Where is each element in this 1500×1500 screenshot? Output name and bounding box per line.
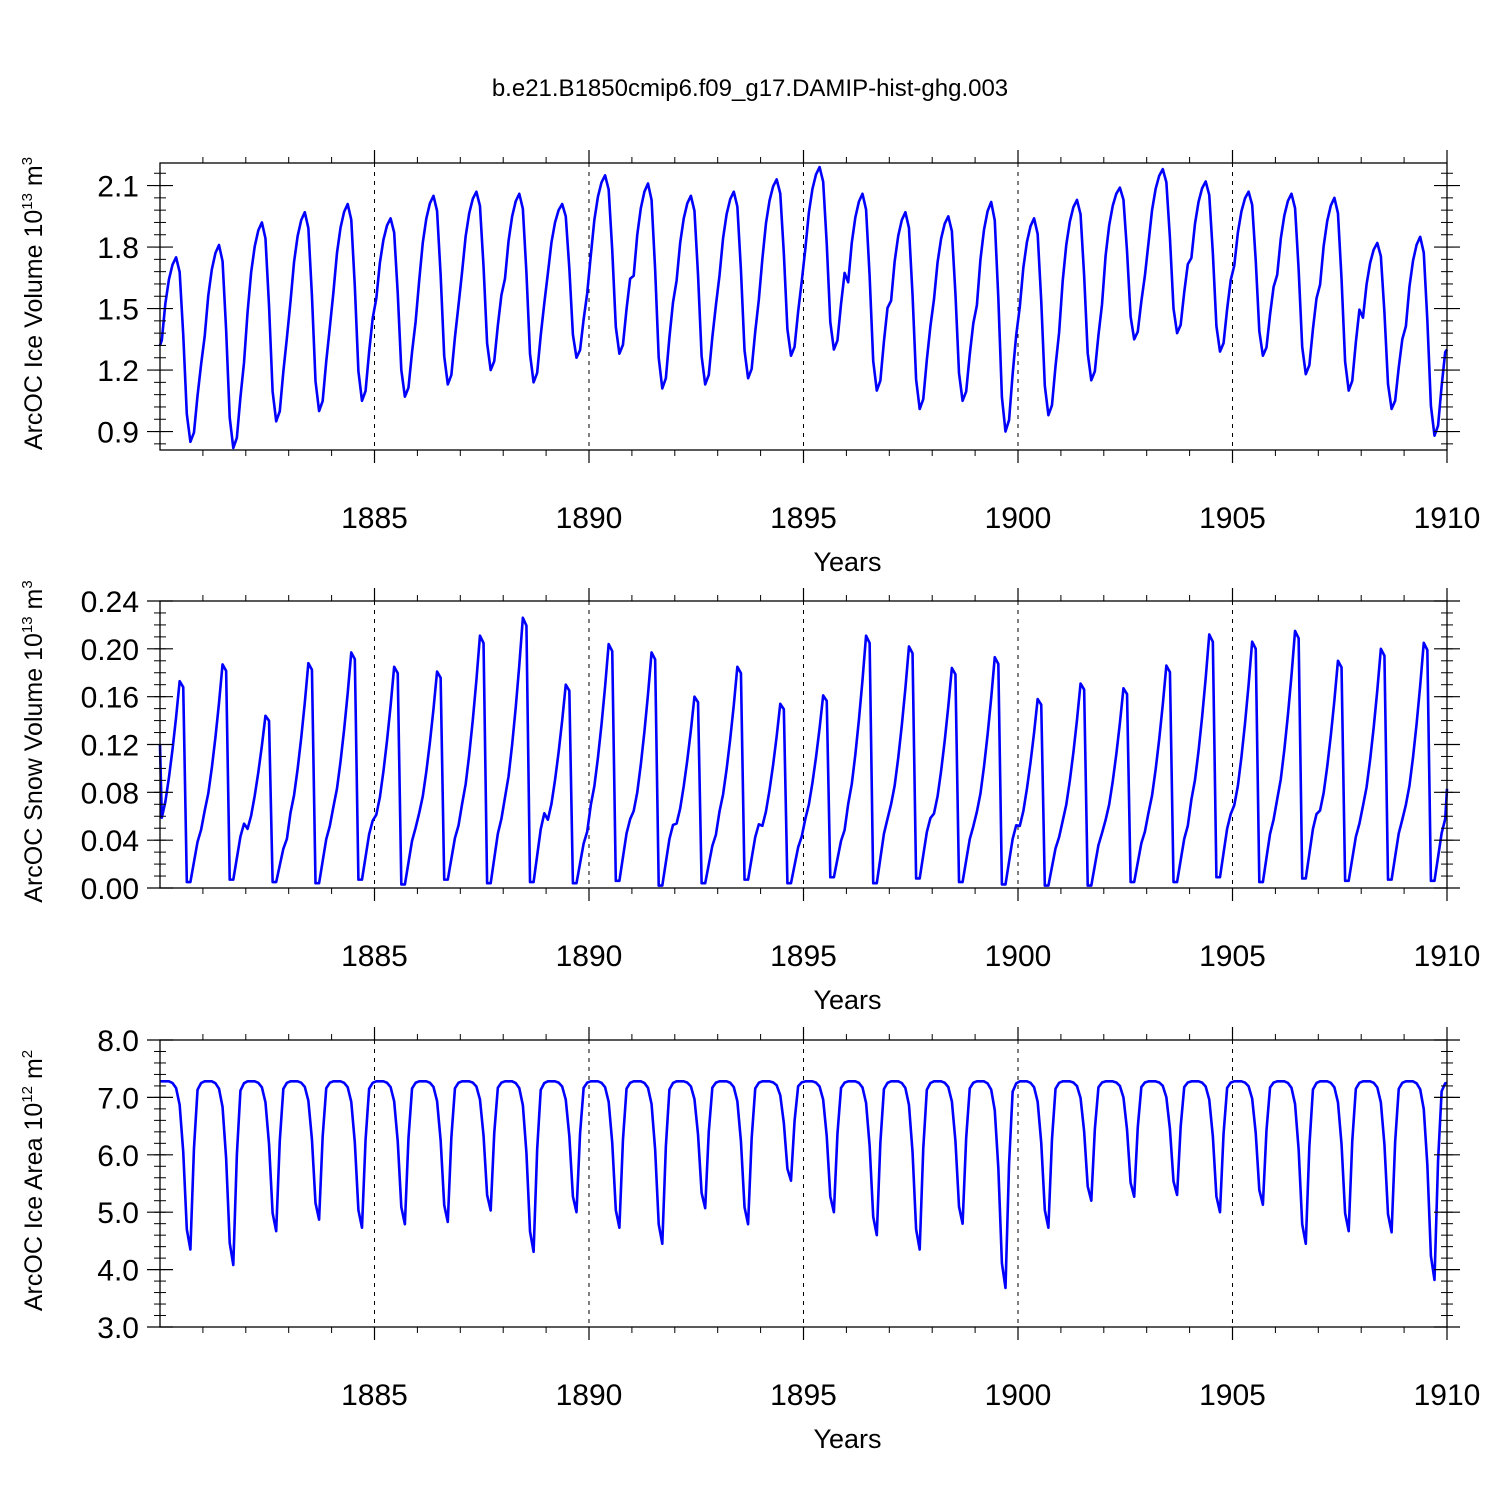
x-axis-label: Years (813, 547, 881, 577)
x-tick-label: 1905 (1199, 940, 1266, 973)
x-tick-label: 1890 (556, 940, 623, 973)
y-axis-label: ArcOC Snow Volume 1013 m3 (19, 580, 48, 902)
y-tick-label: 8.0 (97, 1025, 139, 1058)
x-tick-label: 1885 (341, 502, 408, 535)
x-tick-label: 1900 (985, 502, 1052, 535)
x-tick-label: 1890 (556, 502, 623, 535)
x-tick-label: 1910 (1414, 1379, 1481, 1412)
chart-title: b.e21.B1850cmip6.f09_g17.DAMIP-hist-ghg.… (492, 75, 1008, 102)
x-tick-label: 1885 (341, 940, 408, 973)
x-tick-label: 1885 (341, 1379, 408, 1412)
x-axis-label: Years (813, 1424, 881, 1454)
y-tick-label: 0.08 (81, 777, 139, 810)
x-tick-label: 1895 (770, 940, 837, 973)
x-tick-label: 1910 (1414, 940, 1481, 973)
y-tick-label: 2.1 (97, 171, 139, 204)
y-tick-label: 1.5 (97, 294, 139, 327)
series-line (160, 1080, 1448, 1290)
x-tick-label: 1905 (1199, 1379, 1266, 1412)
y-tick-label: 0.00 (81, 873, 139, 906)
y-tick-label: 0.20 (81, 634, 139, 667)
y-tick-label: 0.12 (81, 730, 139, 763)
x-tick-label: 1895 (770, 502, 837, 535)
panel-ice-area: 1885 1890 1895 1900 1905 1910 Years 3.0 4.0 5.0 6.… (19, 1025, 1480, 1454)
y-tick-label: 4.0 (97, 1255, 139, 1288)
y-axis-label: ArcOC Ice Area 1012 m2 (19, 1050, 48, 1311)
chart-panels: 1885 1890 1895 1900 1905 1910 Years 0.9 1.2 1.5 1.… (19, 150, 1480, 1454)
series-line (158, 616, 1449, 887)
y-tick-label: 0.24 (81, 586, 139, 619)
y-tick-label: 6.0 (97, 1140, 139, 1173)
panel-ice-volume: 1885 1890 1895 1900 1905 1910 Years 0.9 1.2 1.5 1.… (19, 150, 1480, 577)
y-tick-label: 0.04 (81, 825, 139, 858)
y-tick-label: 0.16 (81, 682, 139, 715)
x-tick-label: 1890 (556, 1379, 623, 1412)
y-tick-label: 1.8 (97, 232, 139, 265)
x-axis-label: Years (813, 985, 881, 1015)
y-tick-label: 1.2 (97, 355, 139, 388)
y-tick-label: 3.0 (97, 1312, 139, 1345)
x-tick-label: 1895 (770, 1379, 837, 1412)
panel-snow-volume: 1885 1890 1895 1900 1905 1910 Years 0.00 0.04 0.0… (19, 580, 1480, 1015)
x-tick-label: 1900 (985, 940, 1052, 973)
x-tick-label: 1910 (1414, 502, 1481, 535)
y-tick-label: 7.0 (97, 1082, 139, 1115)
series-line (158, 165, 1449, 450)
y-tick-label: 0.9 (97, 417, 139, 450)
y-tick-label: 5.0 (97, 1197, 139, 1230)
x-tick-label: 1905 (1199, 502, 1266, 535)
x-tick-label: 1900 (985, 1379, 1052, 1412)
y-axis-label: ArcOC Ice Volume 1013 m3 (19, 157, 48, 450)
